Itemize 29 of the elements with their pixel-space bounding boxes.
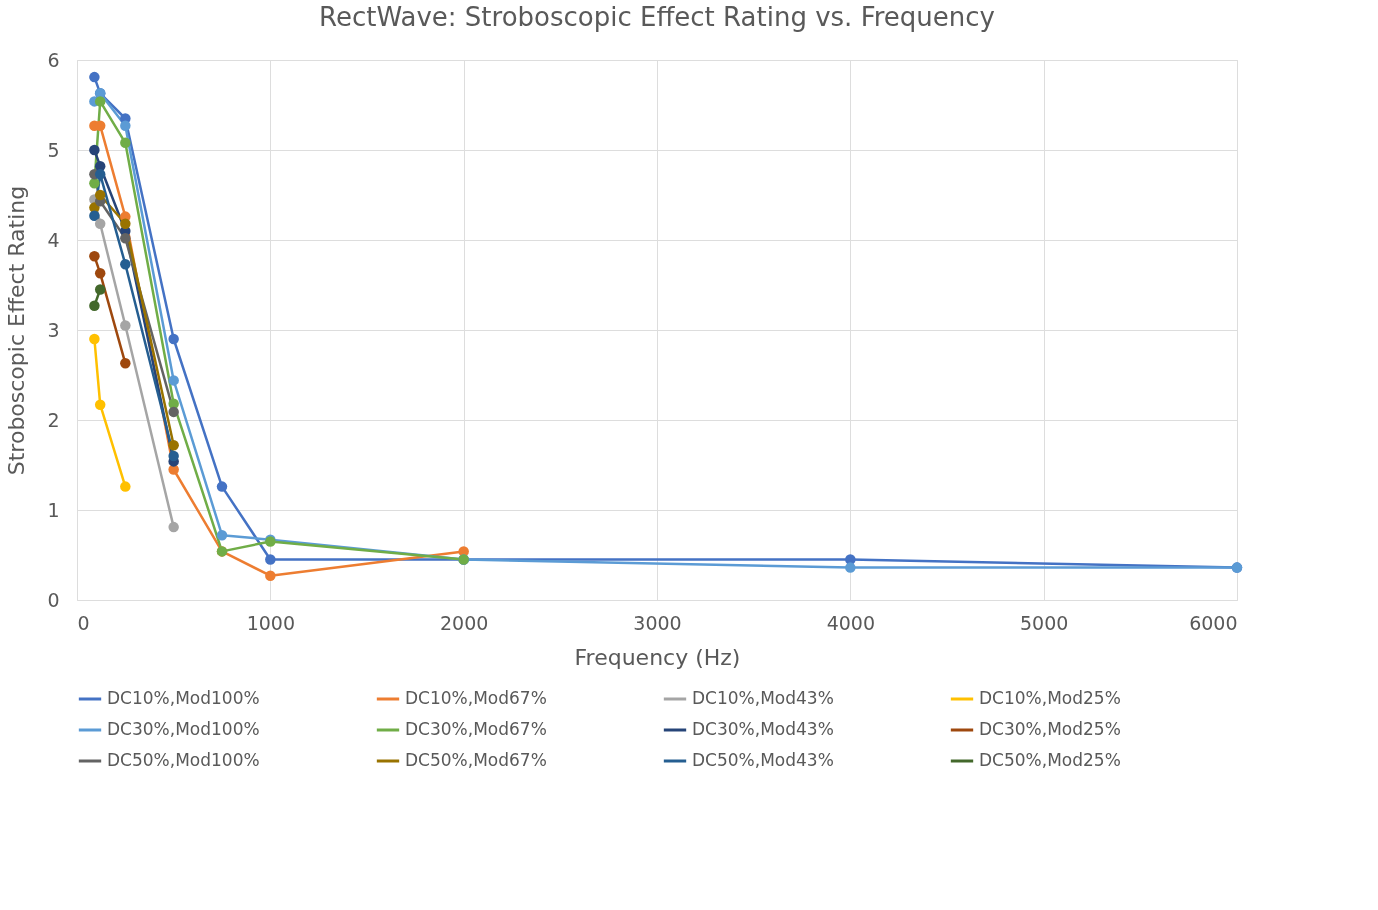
chart-title: RectWave: Stroboscopic Effect Rating vs. Frequency [319,2,995,32]
y-tick-label: 6 [47,48,60,71]
legend-label: DC10%,Mod67% [405,688,547,708]
legend-label: DC10%,Mod100% [107,688,260,708]
legend-label: DC10%,Mod43% [692,688,834,708]
legend-label: DC30%,Mod43% [692,719,834,739]
legend-label: DC30%,Mod100% [107,719,260,739]
y-tick-label: 3 [47,318,60,341]
y-axis-title: Stroboscopic Effect Rating [4,185,30,476]
x-tick-label: 6000 [1189,611,1238,634]
x-axis-title: Frequency (Hz) [574,644,741,670]
x-tick-label: 1000 [246,611,296,634]
y-tick-label: 5 [47,138,60,161]
y-tick-label: 1 [47,498,60,521]
legend-label: DC10%,Mod25% [979,688,1121,708]
legend-label: DC30%,Mod25% [979,719,1121,739]
x-tick-label: 5000 [1019,611,1069,634]
x-tick-label: 2000 [439,611,489,634]
legend-label: DC50%,Mod25% [979,750,1121,770]
x-tick-label: 4000 [826,611,876,634]
legend-label: DC30%,Mod67% [405,719,547,739]
y-tick-label: 4 [47,228,60,251]
legend-label: DC50%,Mod100% [107,750,260,770]
x-tick-label: 0 [77,611,90,634]
x-tick-label: 3000 [633,611,682,634]
legend-label: DC50%,Mod43% [692,750,834,770]
y-tick-label: 2 [47,408,60,431]
y-tick-label: 0 [47,588,60,611]
legend-label: DC50%,Mod67% [405,750,547,770]
